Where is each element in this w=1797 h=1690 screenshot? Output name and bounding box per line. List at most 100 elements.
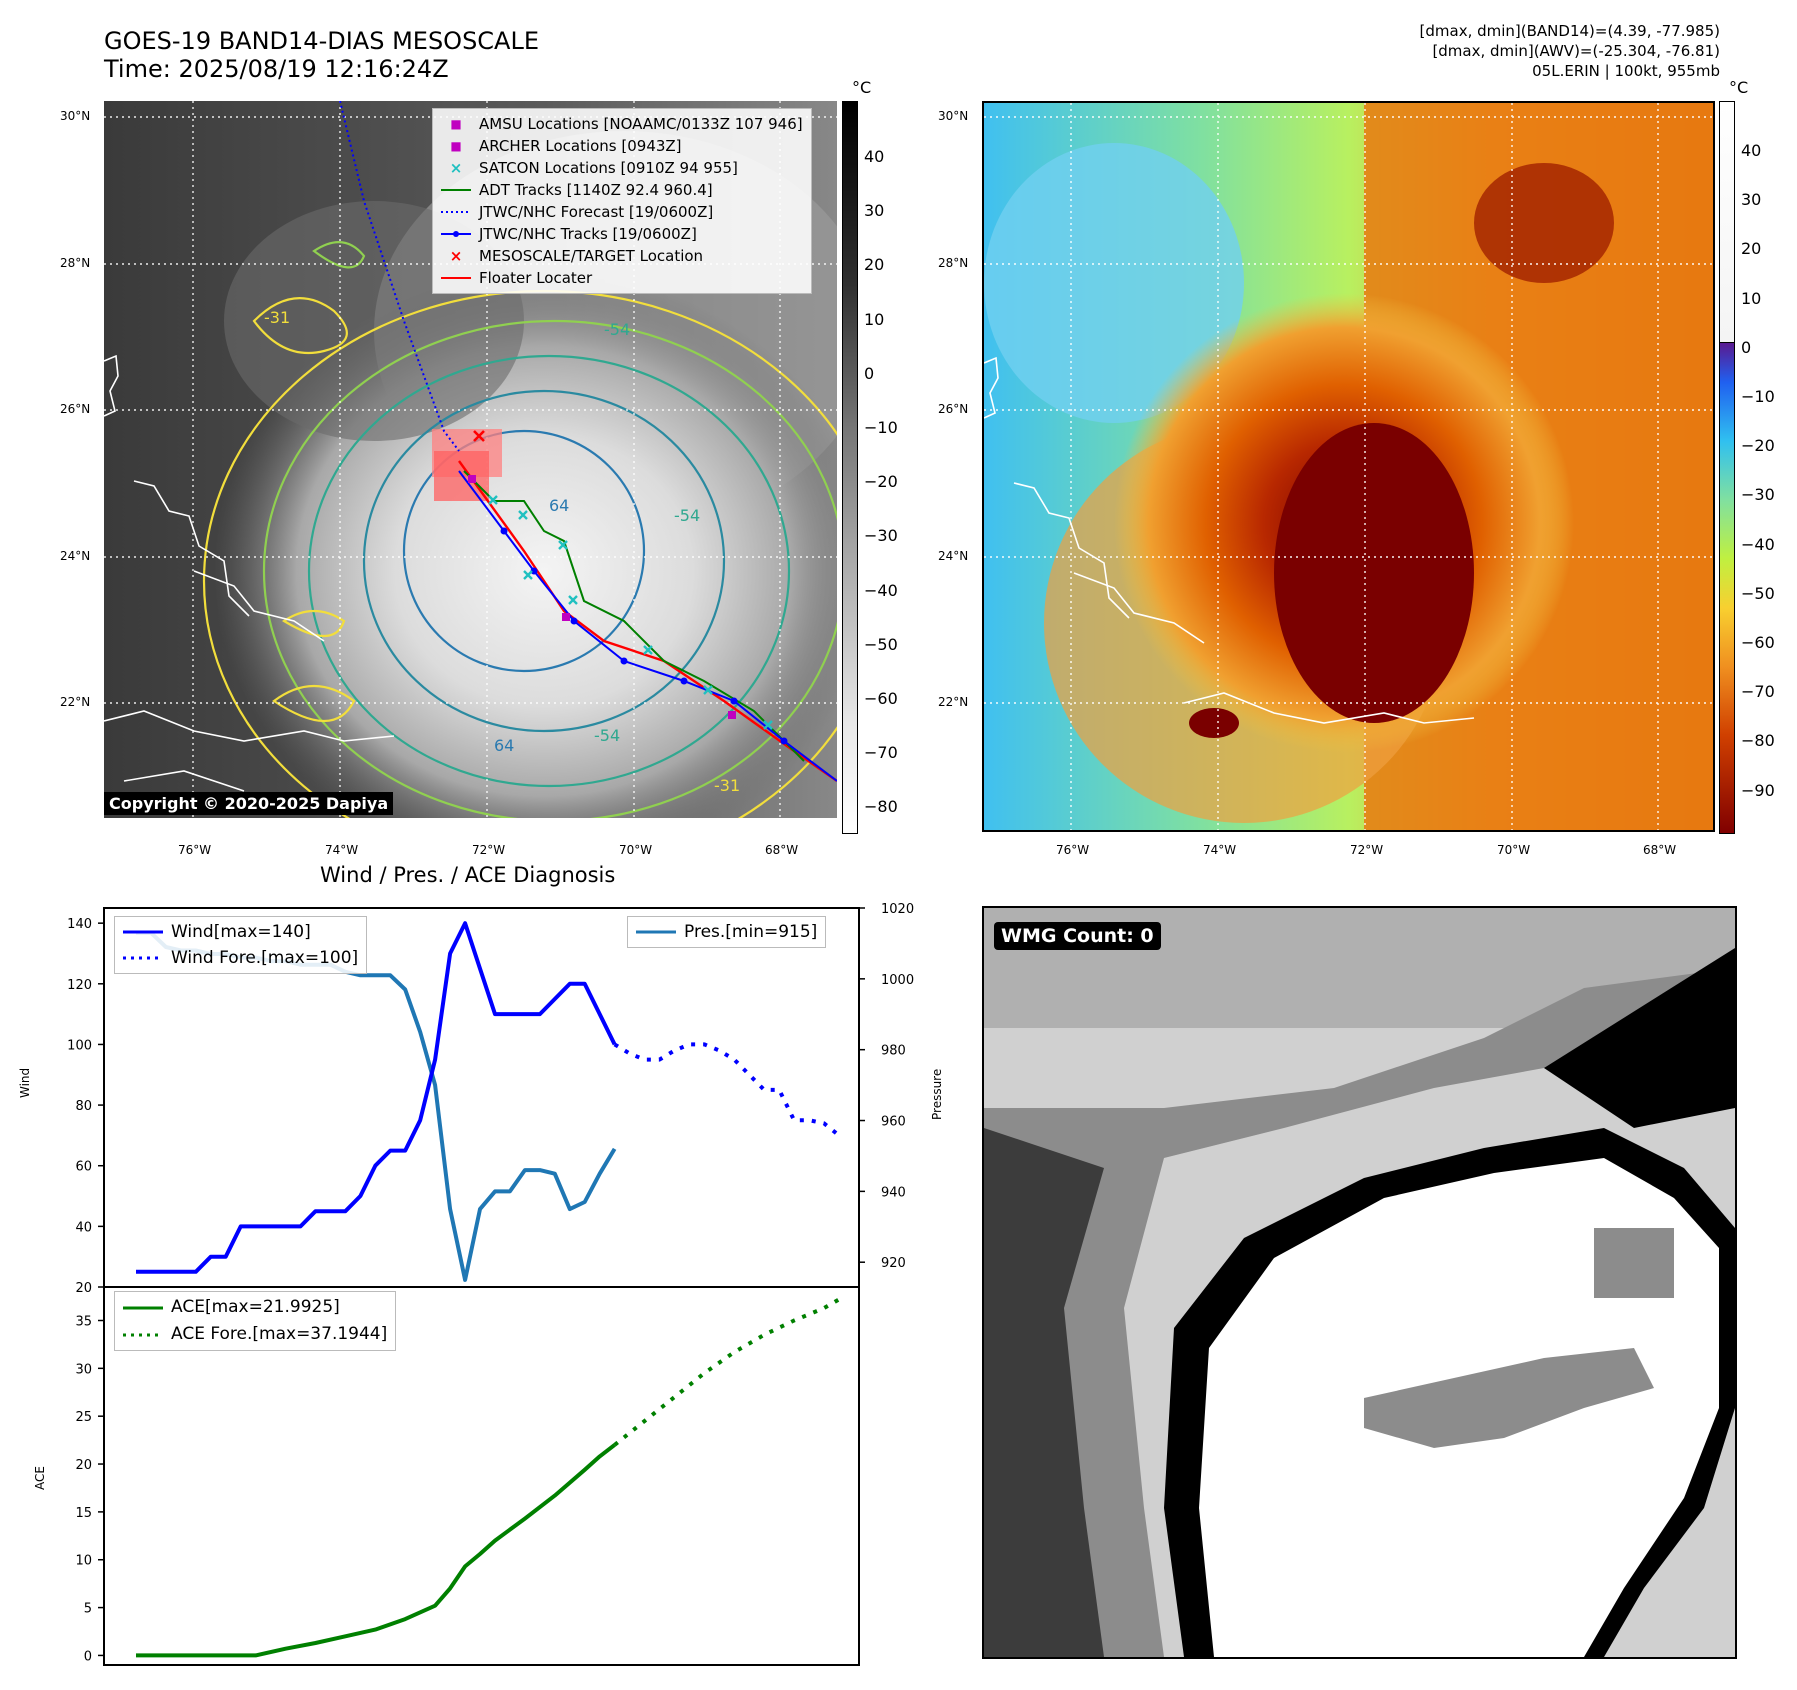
colorbar-left-tick-11: −70 — [864, 743, 898, 763]
legend-adt-swatch — [441, 189, 471, 191]
legend-tracks-label: JTWC/NHC Tracks [19/0600Z] — [479, 225, 697, 243]
contour-inner — [307, 354, 791, 788]
awv-lat-label-30: 30°N — [938, 109, 969, 123]
colorbar-left-tick-8: −40 — [864, 580, 898, 600]
ace-tick-label-5: 25 — [75, 1410, 92, 1425]
pressure-tick-label-1: 940 — [881, 1185, 906, 1200]
wind-series-line — [136, 921, 617, 1274]
contour-label-4: 64 — [494, 736, 514, 755]
coast-bahamas-1 — [133, 480, 250, 617]
ace-legend-swatch — [123, 1306, 163, 1309]
diagnosis-title: Wind / Pres. / ACE Diagnosis — [320, 863, 616, 887]
colorbar-right-tick-13: −90 — [1741, 780, 1775, 800]
contour-label-5: -54 — [674, 506, 700, 525]
colorbar-left-tick-4: 0 — [864, 363, 875, 383]
wmg-mid-gray — [984, 968, 1735, 1657]
contour-label-2: -54 — [604, 320, 630, 339]
contour-label-1: -31 — [264, 308, 290, 327]
ace-forecast-series-line — [613, 1297, 841, 1447]
lat-label-22: 22°N — [60, 695, 91, 709]
colorbar-right-tick-6: −20 — [1741, 436, 1775, 456]
ace-tick-label-7: 35 — [75, 1314, 92, 1329]
ace-series-line — [136, 1443, 616, 1658]
colorbar-left-tick-2: 20 — [864, 255, 885, 275]
coast-cuba — [104, 710, 395, 742]
colorbar-right-tick-7: −30 — [1741, 485, 1775, 505]
awv-map — [982, 101, 1715, 832]
pressure-axis-label: Pressure — [930, 1068, 944, 1120]
lat-label-24: 24°N — [60, 549, 91, 563]
colorbar-left-unit: °C — [852, 78, 872, 97]
storm-info: 05L.ERIN | 100kt, 955mb — [1532, 62, 1720, 80]
awv-lon-label-74: 74°W — [1203, 843, 1237, 857]
legend-archer-marker: ■ — [450, 139, 462, 153]
wind-fore-legend-item: Wind Fore.[max=100] — [123, 945, 358, 971]
legend-item-amsu: ■ AMSU Locations [NOAAMC/0133Z 107 946] — [441, 113, 802, 135]
legend-target-marker: × — [449, 247, 463, 265]
ace-tick-label-0: 0 — [84, 1649, 92, 1664]
contour-eye — [402, 429, 646, 673]
ace-tick-label-6: 30 — [75, 1362, 92, 1377]
legend-floater-label: Floater Locater — [479, 269, 593, 287]
colorbar-left — [842, 101, 858, 834]
colorbar-right-tick-4: 0 — [1741, 337, 1752, 357]
awv-lon-label-76: 76°W — [1056, 843, 1090, 857]
wmg-svg — [984, 908, 1735, 1657]
awv-core — [1274, 423, 1474, 723]
awv-lat-label-28: 28°N — [938, 256, 969, 270]
ace-fore-legend-swatch — [123, 1333, 163, 1336]
ace-legend: ACE[max=21.9925] ACE Fore.[max=37.1944] — [114, 1291, 397, 1351]
colorbar-right-bottom — [1719, 342, 1735, 834]
ace-tick-label-3: 15 — [75, 1506, 92, 1521]
pressure-series-line — [136, 930, 617, 1282]
colorbar-right-unit: °C — [1729, 78, 1749, 97]
awv-lat-label-26: 26°N — [938, 402, 969, 416]
awv-lon-label-68: 68°W — [1643, 843, 1677, 857]
colorbar-left-tick-0: 40 — [864, 147, 885, 166]
contour-blob-2 — [312, 241, 366, 269]
colorbar-left-tick-7: −30 — [864, 526, 898, 546]
colorbar-left-tick-9: −50 — [864, 634, 898, 654]
lon-label-68: 68°W — [765, 843, 799, 857]
wind-tick-label-2: 60 — [75, 1160, 92, 1175]
contour-blob-1 — [252, 297, 348, 355]
wmg-inner-band — [1364, 1348, 1654, 1448]
colorbar-right-tick-2: 20 — [1741, 239, 1762, 259]
pressure-tick-label-0: 920 — [881, 1256, 906, 1271]
coast-cuba-2 — [123, 770, 245, 792]
legend-archer-label: ARCHER Locations [0943Z] — [479, 137, 682, 155]
colorbar-right-tick-11: −70 — [1741, 682, 1775, 702]
dmax-band14: [dmax, dmin](BAND14)=(4.39, -77.985) — [1419, 22, 1720, 40]
lat-label-30: 30°N — [60, 109, 91, 123]
awv-grid — [984, 103, 1713, 830]
legend-target-label: MESOSCALE/TARGET Location — [479, 247, 704, 265]
contour-blob-4 — [272, 684, 356, 722]
pressure-legend-item: Pres.[min=915] — [636, 919, 817, 945]
ace-legend-item: ACE[max=21.9925] — [123, 1294, 387, 1321]
wmg-count-badge: WMG Count: 0 — [994, 922, 1161, 950]
wind-tick-label-3: 80 — [75, 1099, 92, 1114]
contour-blob-3 — [281, 610, 346, 637]
contour-core — [362, 389, 726, 733]
contour-labels: -31 -54 64 64 -54 -54 -31 — [264, 308, 740, 795]
legend-item-floater: Floater Locater — [441, 267, 803, 289]
awv-map-svg — [984, 103, 1713, 830]
colorbar-left-tick-12: −80 — [864, 797, 898, 817]
colorbar-left-tick-1: 30 — [864, 201, 885, 221]
dmax-awv: [dmax, dmin](AWV)=(-25.304, -76.81) — [1432, 42, 1720, 60]
awv-coastlines — [984, 356, 1475, 724]
colorbar-left-tick-3: 10 — [864, 309, 885, 329]
wind-tick-label-4: 100 — [67, 1038, 92, 1053]
band14-map: -31 -54 64 64 -54 -54 -31 ■ AMSU Locatio… — [104, 101, 837, 818]
wmg-dark-ne — [1544, 948, 1735, 1128]
wind-tick-label-0: 20 — [75, 1281, 92, 1296]
colorbar-right-tick-3: 10 — [1741, 288, 1762, 308]
awv-lon-label-72: 72°W — [1350, 843, 1384, 857]
legend-item-satcon: × SATCON Locations [0910Z 94 955] — [441, 157, 803, 179]
wind-legend-item: Wind[max=140] — [123, 919, 358, 945]
wind-legend-swatch — [123, 930, 163, 934]
coast-florida — [104, 354, 119, 417]
lon-label-74: 74°W — [325, 843, 359, 857]
awv-cell-ne — [1474, 163, 1614, 283]
wmg-panel: WMG Count: 0 — [982, 906, 1737, 1659]
